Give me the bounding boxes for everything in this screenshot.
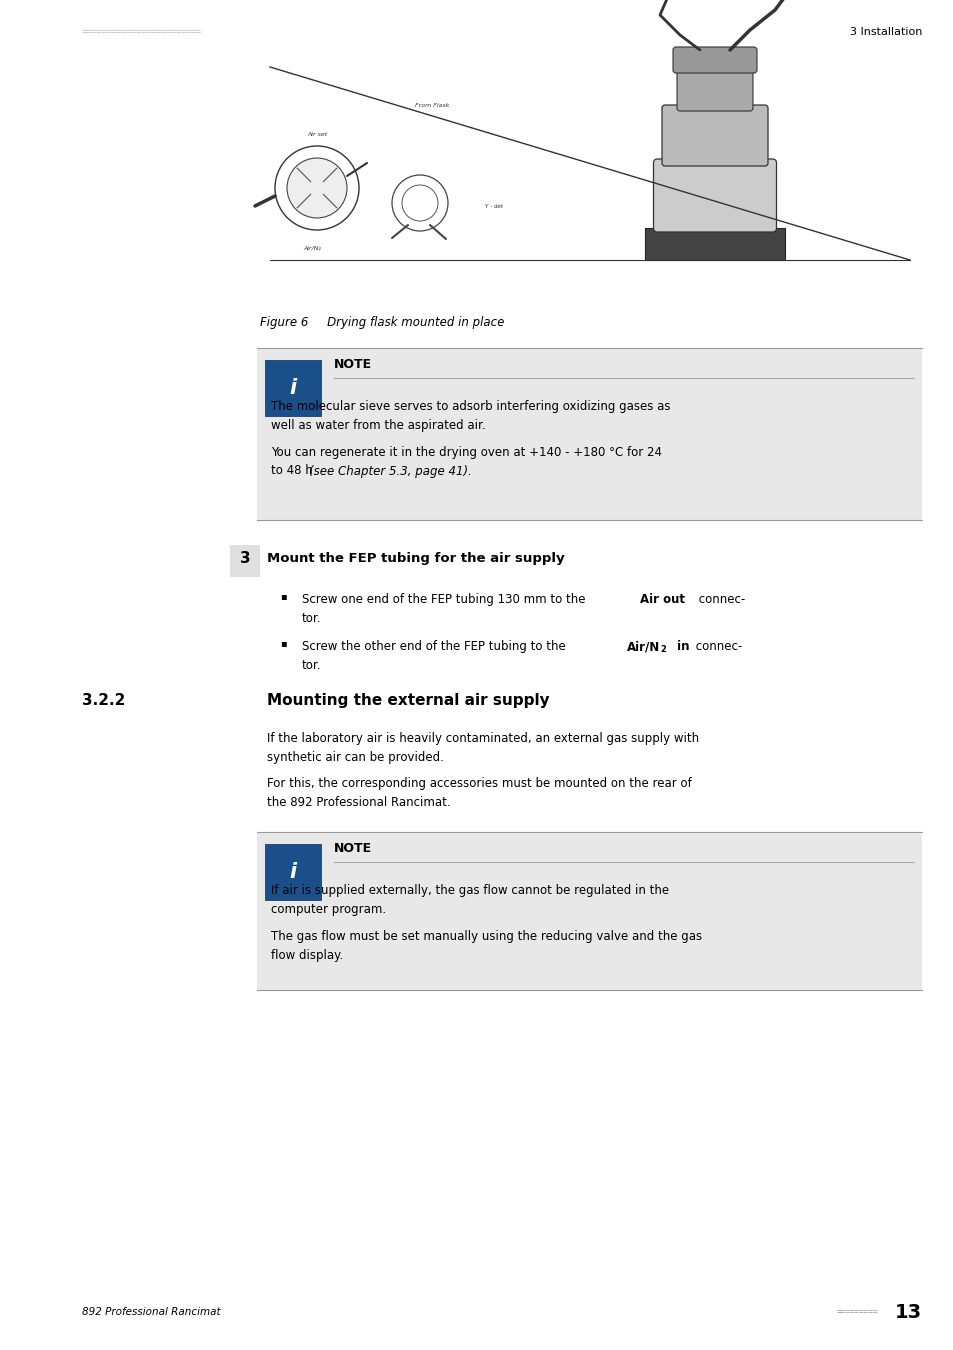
Text: If the laboratory air is heavily contaminated, an external gas supply with: If the laboratory air is heavily contami… [267,732,699,745]
FancyBboxPatch shape [644,228,784,261]
Text: 3.2.2: 3.2.2 [82,693,125,707]
Text: Y - det: Y - det [484,204,502,209]
Circle shape [287,158,347,217]
Text: connec-: connec- [691,640,741,653]
FancyBboxPatch shape [265,844,320,900]
Text: NOTE: NOTE [334,841,372,855]
Text: tor.: tor. [302,612,321,625]
Text: The gas flow must be set manually using the reducing valve and the gas: The gas flow must be set manually using … [271,930,701,944]
Text: Figure 6     Drying flask mounted in place: Figure 6 Drying flask mounted in place [260,316,504,329]
Text: Air/N: Air/N [626,640,659,653]
Text: computer program.: computer program. [271,903,386,915]
FancyBboxPatch shape [672,47,757,73]
Text: ▪: ▪ [280,639,286,648]
Text: Mount the FEP tubing for the air supply: Mount the FEP tubing for the air supply [267,552,564,564]
Text: Screw the other end of the FEP tubing to the: Screw the other end of the FEP tubing to… [302,640,569,653]
Text: 2: 2 [659,645,665,653]
Text: Screw one end of the FEP tubing 130 mm to the: Screw one end of the FEP tubing 130 mm t… [302,593,589,606]
Text: the 892 Professional Rancimat.: the 892 Professional Rancimat. [267,795,450,809]
Text: The molecular sieve serves to adsorb interfering oxidizing gases as: The molecular sieve serves to adsorb int… [271,400,670,413]
Text: You can regenerate it in the drying oven at +140 - +180 °C for 24: You can regenerate it in the drying oven… [271,446,661,459]
Text: flow display.: flow display. [271,949,343,961]
Text: well as water from the aspirated air.: well as water from the aspirated air. [271,418,485,432]
Text: connec-: connec- [695,593,744,606]
Text: to 48 h: to 48 h [271,464,316,478]
Text: =========: ========= [836,1308,878,1316]
Text: tor.: tor. [302,659,321,671]
Bar [230,545,260,576]
Text: i: i [289,863,296,882]
Text: NOTE: NOTE [334,358,372,370]
Text: Mounting the external air supply: Mounting the external air supply [267,693,549,707]
FancyBboxPatch shape [677,68,752,111]
Text: ▪: ▪ [280,591,286,601]
Text: 892 Professional Rancimat: 892 Professional Rancimat [82,1307,220,1318]
Bar [256,348,921,520]
Text: (see Chapter 5.3, page 41).: (see Chapter 5.3, page 41). [309,464,472,478]
Text: If air is supplied externally, the gas flow cannot be regulated in the: If air is supplied externally, the gas f… [271,884,668,896]
Text: ========================: ======================== [82,27,202,36]
Text: From Flask: From Flask [415,103,449,108]
Text: Air set: Air set [307,132,327,136]
Text: Air/N₂: Air/N₂ [303,246,320,251]
FancyBboxPatch shape [653,159,776,232]
FancyBboxPatch shape [265,360,320,416]
Text: 13: 13 [894,1303,921,1322]
Text: in: in [672,640,689,653]
Text: Air out: Air out [639,593,684,606]
Text: i: i [289,378,296,398]
Bar [254,62,914,298]
FancyBboxPatch shape [661,105,767,166]
Bar [256,832,921,990]
Text: synthetic air can be provided.: synthetic air can be provided. [267,751,443,764]
Text: 3 Installation: 3 Installation [849,27,921,36]
Text: For this, the corresponding accessories must be mounted on the rear of: For this, the corresponding accessories … [267,778,691,790]
Text: 3: 3 [239,551,250,566]
